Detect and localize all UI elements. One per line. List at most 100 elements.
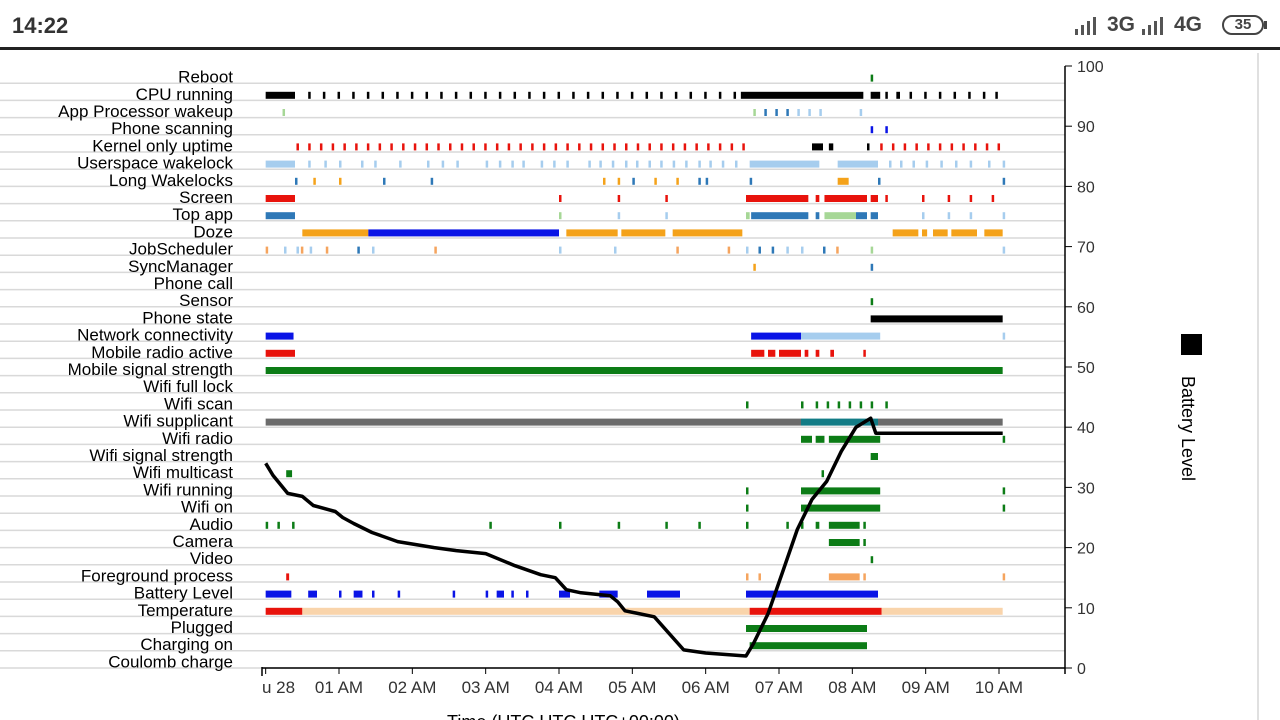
signal-bars-icon	[1142, 17, 1163, 35]
event-bar	[824, 212, 856, 220]
x-tick-label: 02 AM	[388, 678, 436, 697]
event-bar	[402, 143, 405, 151]
event-bar	[1002, 332, 1006, 340]
event-bar	[742, 143, 745, 151]
event-bar	[390, 143, 393, 151]
event-bar	[542, 143, 546, 151]
event-bar	[801, 332, 881, 340]
event-bar	[878, 177, 881, 185]
event-bar	[671, 143, 675, 151]
event-bar	[870, 315, 1003, 323]
event-bar	[912, 160, 915, 168]
event-bar	[900, 160, 903, 168]
event-bar	[940, 160, 943, 168]
event-bar	[870, 556, 874, 564]
event-bar	[689, 91, 693, 99]
event-bar	[746, 504, 749, 512]
row-label: Phone call	[154, 274, 233, 293]
event-bar	[859, 401, 863, 409]
row-label: Screen	[179, 188, 233, 207]
event-bar	[454, 91, 458, 99]
event-bar	[337, 91, 341, 99]
event-bar	[353, 590, 363, 598]
event-bar	[557, 91, 561, 99]
event-bar	[685, 160, 688, 168]
event-bar	[589, 143, 593, 151]
row-label: JobScheduler	[129, 240, 233, 259]
event-bar	[617, 177, 621, 185]
event-bar	[265, 367, 1003, 374]
event-bar	[995, 91, 998, 99]
event-bar	[617, 521, 621, 529]
row-label: App Processor wakeup	[58, 102, 233, 121]
event-bar	[498, 160, 502, 168]
event-bar	[302, 229, 369, 237]
event-bar	[683, 143, 687, 151]
event-bar	[863, 539, 866, 546]
event-bar	[815, 212, 820, 220]
event-bar	[366, 143, 370, 151]
event-bar	[953, 91, 957, 99]
event-bar	[870, 263, 874, 271]
event-bar	[870, 91, 881, 99]
event-bar	[889, 160, 892, 168]
event-bar	[753, 109, 756, 116]
row-label: CPU running	[136, 85, 233, 104]
row-label: Wifi signal strength	[89, 446, 233, 465]
event-bar	[797, 109, 800, 116]
event-bar	[507, 143, 511, 151]
event-bar	[513, 91, 517, 99]
event-bar	[286, 573, 290, 581]
event-bar	[300, 246, 304, 254]
event-bar	[265, 160, 295, 168]
event-bar	[485, 160, 489, 168]
event-bar	[296, 246, 299, 254]
event-bar	[758, 573, 761, 581]
event-bar	[733, 91, 737, 99]
event-bar	[308, 143, 311, 151]
event-bar	[951, 229, 977, 237]
event-bar	[322, 91, 326, 99]
event-bar	[909, 91, 913, 99]
event-bar	[676, 177, 679, 185]
event-bar	[830, 349, 834, 357]
event-bar	[771, 246, 775, 254]
event-bar	[372, 246, 375, 254]
event-bar	[837, 401, 841, 409]
event-bar	[343, 143, 346, 151]
row-label: Doze	[193, 222, 233, 241]
event-bar	[786, 246, 789, 254]
event-bar	[801, 435, 812, 443]
event-bar	[559, 212, 562, 220]
event-bar	[988, 160, 991, 168]
event-bar	[648, 143, 651, 151]
event-bar	[676, 246, 679, 254]
event-bar	[427, 160, 430, 168]
event-bar	[786, 109, 789, 116]
event-bar	[950, 143, 954, 151]
event-bar	[815, 435, 825, 443]
event-bar	[801, 487, 881, 495]
event-bars	[265, 74, 1006, 650]
x-tick-label: 01 AM	[315, 678, 363, 697]
x-axis-title: Time (UTC UTC UTC+00:00)	[447, 712, 680, 720]
event-bar	[672, 160, 676, 168]
event-bar	[588, 160, 591, 168]
event-bar	[735, 160, 738, 168]
event-bar	[896, 91, 900, 99]
event-bar	[749, 607, 882, 615]
event-bar	[413, 143, 417, 151]
event-bar	[746, 195, 809, 202]
event-bar	[836, 246, 839, 254]
row-label: Network connectivity	[77, 326, 233, 345]
event-bar	[880, 143, 883, 151]
event-bar	[452, 590, 456, 598]
y2-tick-label: 70	[1077, 240, 1095, 257]
event-bar	[870, 246, 874, 254]
event-bar	[982, 91, 986, 99]
y2-tick-label: 0	[1077, 661, 1086, 678]
event-bar	[665, 195, 668, 202]
event-bar	[885, 195, 888, 202]
event-bar	[826, 401, 830, 409]
